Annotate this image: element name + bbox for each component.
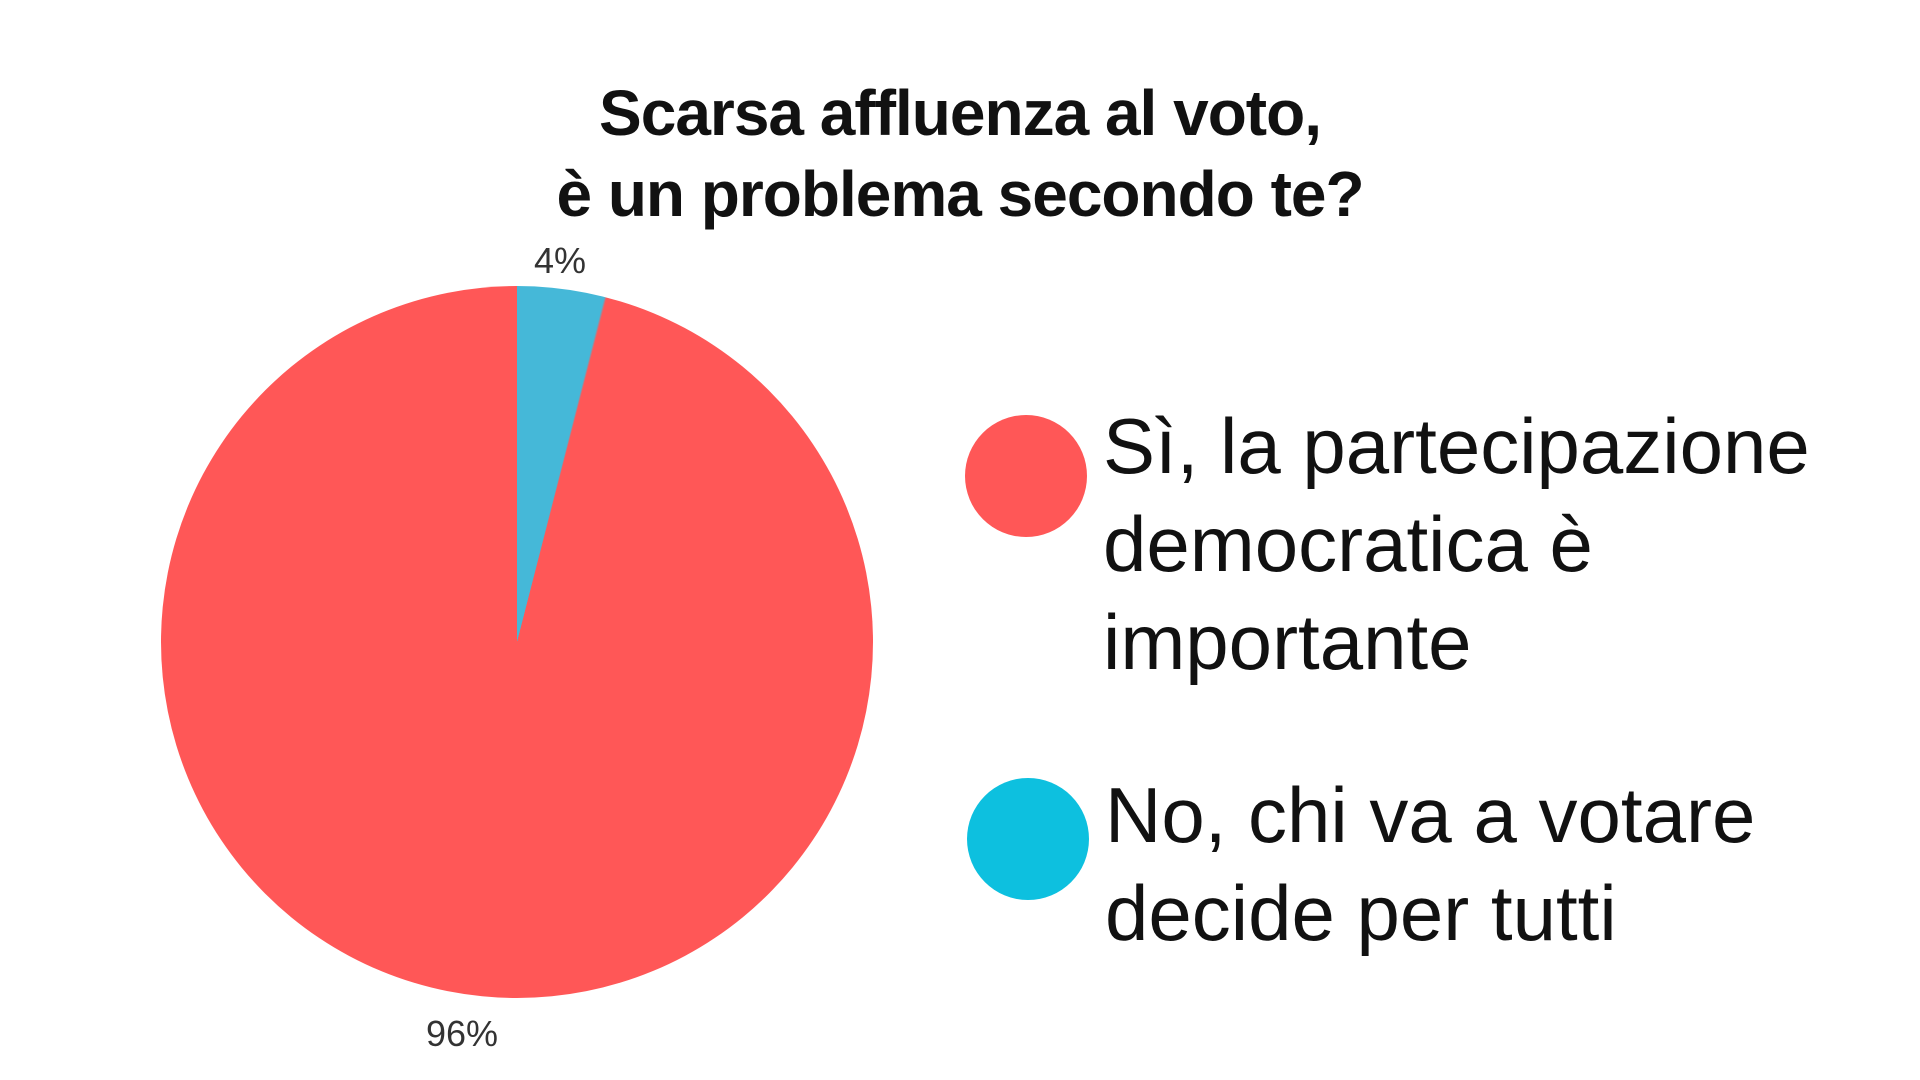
legend-item-no-line-1: No, chi va a votare xyxy=(1105,771,1756,859)
pie-percent-label-no: 4% xyxy=(533,240,587,281)
legend-color-dot-yes xyxy=(965,415,1087,537)
legend-item-yes-line-3: importante xyxy=(1103,598,1472,686)
legend-item-no: No, chi va a votare decide per tutti xyxy=(1105,766,1755,962)
legend-item-yes-line-2: democratica è xyxy=(1103,500,1593,588)
chart-title-line-2: è un problema secondo te? xyxy=(556,158,1364,230)
chart-title: Scarsa affluenza al voto, è un problema … xyxy=(0,73,1920,235)
legend-item-yes-line-1: Sì, la partecipazione xyxy=(1103,402,1810,490)
legend-item-no-line-2: decide per tutti xyxy=(1105,869,1617,957)
legend-color-dot-no xyxy=(967,778,1089,900)
pie-percent-label-yes: 96% xyxy=(425,1013,499,1054)
chart-title-line-1: Scarsa affluenza al voto, xyxy=(599,77,1322,149)
legend-item-yes: Sì, la partecipazione democratica è impo… xyxy=(1103,397,1810,691)
pie-chart xyxy=(161,286,873,998)
